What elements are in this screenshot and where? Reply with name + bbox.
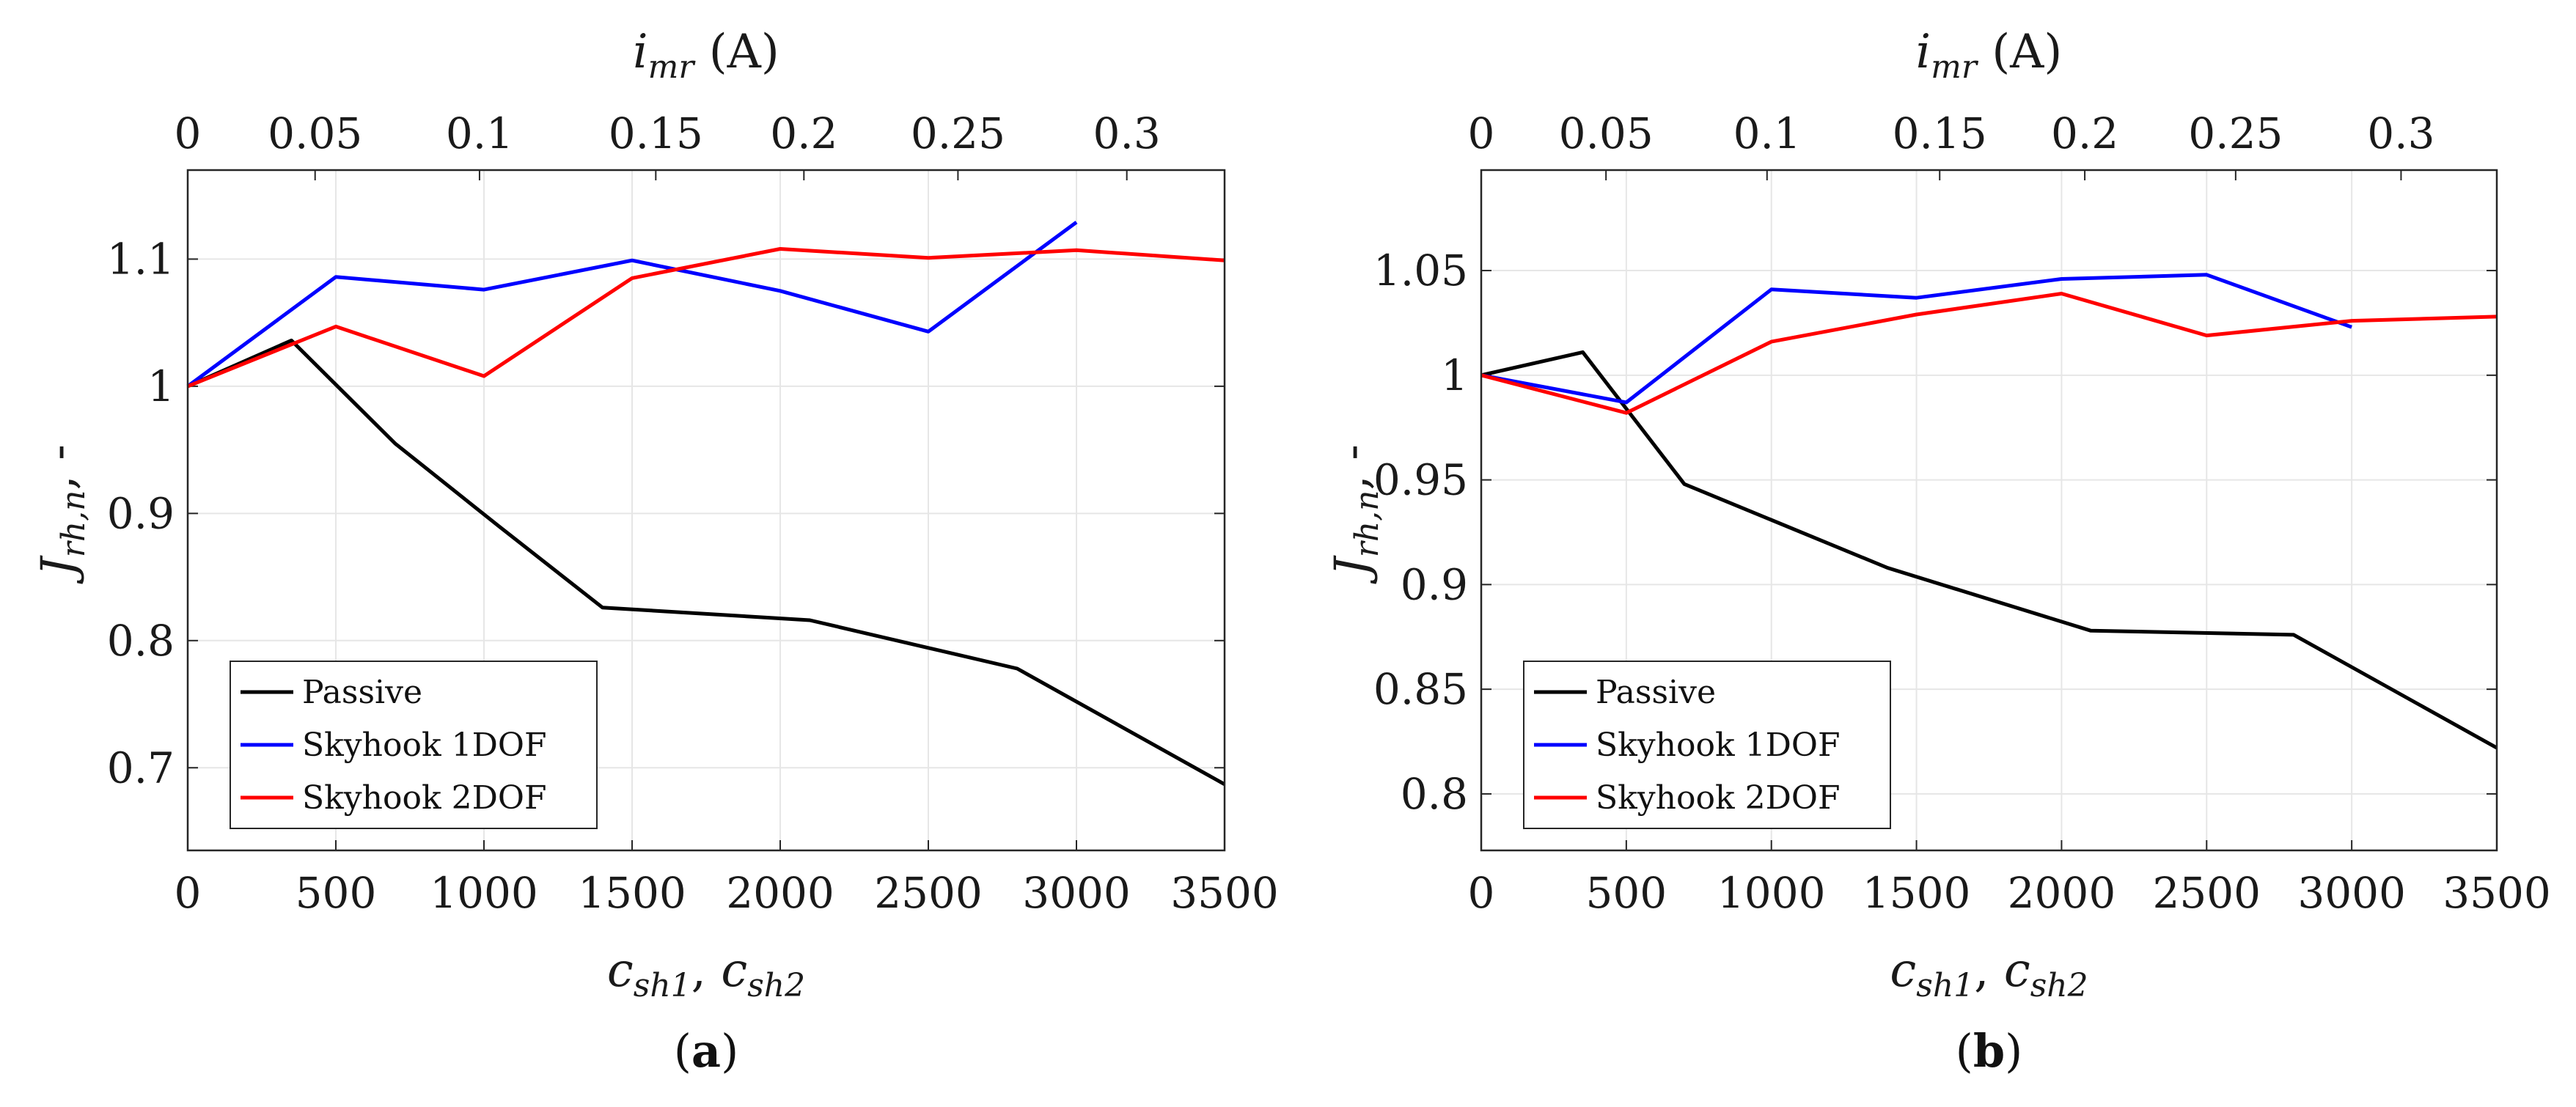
x-axis-title-base: c [2004, 944, 2030, 998]
x-axis-title-sub: sh2 [2030, 967, 2088, 1004]
x-tick-label: 0 [175, 868, 202, 918]
x-axis-title-base: c [721, 944, 747, 998]
x-tick-label: 2000 [726, 868, 834, 918]
x-axis-title-base: c [1890, 944, 1916, 998]
x-tick-label: 3500 [1170, 868, 1279, 918]
x-tick-label: 1000 [430, 868, 538, 918]
top-x-tick-label: 0 [1468, 109, 1495, 158]
x-tick-label: 500 [1585, 868, 1667, 918]
x-tick-label: 2500 [874, 868, 983, 918]
legend-entry-label: Skyhook 2DOF [1596, 779, 1841, 817]
top-axis-title: imr (A) [1916, 25, 2063, 86]
x-axis-title: csh1, csh2 [607, 944, 805, 1004]
caption-close: ) [2005, 1024, 2022, 1078]
top-x-tick-label: 0.25 [911, 109, 1005, 158]
series-line-passive [186, 338, 1226, 786]
x-tick-label: 2000 [2008, 868, 2116, 918]
top-x-tick-label: 0.3 [1093, 109, 1161, 158]
legend: Passive Skyhook 1DOF Skyhook 2DOF [1523, 661, 1891, 829]
top-x-tick-label: 0.2 [2051, 109, 2118, 158]
x-axis-title-sub: sh2 [747, 967, 805, 1004]
legend: Passive Skyhook 1DOF Skyhook 2DOF [230, 661, 598, 829]
caption-close: ) [721, 1024, 738, 1078]
y-tick-label: 0.85 [1373, 664, 1468, 714]
axes-box [1480, 169, 2498, 852]
top-x-tick-label: 0 [175, 109, 202, 158]
y-axis-title-suffix: , - [1325, 444, 1379, 490]
top-x-tick-label: 0.2 [770, 109, 837, 158]
top-axis-title-base: i [633, 25, 647, 79]
legend-entry-label: Skyhook 1DOF [1596, 727, 1841, 764]
caption-open: ( [1956, 1024, 1973, 1078]
top-axis-title-sub: mr [1931, 48, 1979, 86]
x-tick-label: 0 [1468, 868, 1495, 918]
y-tick-label: 1.05 [1373, 246, 1468, 295]
series-line-skyhook-2dof [1480, 292, 2498, 415]
y-axis-title: Jrh,n, - [1325, 444, 1386, 584]
y-tick-label: 1 [147, 361, 175, 411]
x-axis-title-sep: , [1974, 944, 2004, 998]
top-x-tick-label: 0.1 [446, 109, 513, 158]
top-axis-title-sub: mr [648, 48, 697, 86]
top-x-tick-label: 0.05 [1559, 109, 1654, 158]
y-tick-label: 0.9 [1401, 559, 1468, 609]
y-tick-label: 0.8 [1401, 769, 1468, 819]
x-tick-label: 1500 [578, 868, 686, 918]
legend-entry-label: Passive [302, 674, 422, 711]
caption-letter: a [691, 1024, 721, 1078]
y-axis-title-sub: rh,n [55, 490, 92, 557]
chart-panel-b: 0 500 1000 1500 2000 2500 3000 3500 0.8 0.85 0.9 0.… [1325, 25, 2551, 1078]
top-x-tick-label: 0.3 [2367, 109, 2434, 158]
top-x-tick-label: 0.15 [609, 109, 703, 158]
y-tick-label: 0.9 [107, 488, 175, 538]
x-tick-label: 3500 [2443, 868, 2551, 918]
x-axis-title: csh1, csh2 [1890, 944, 2088, 1004]
legend-entry-label: Skyhook 2DOF [302, 779, 547, 817]
y-tick-label: 1 [1441, 350, 1468, 400]
panel-caption: (b) [1956, 1024, 2023, 1078]
y-axis-title-suffix: , - [32, 444, 86, 490]
top-x-tick-label: 0.05 [268, 109, 362, 158]
caption-open: ( [674, 1024, 691, 1078]
chart-panel-a: 0 500 1000 1500 2000 2500 3000 3500 0.7 0.8 0.9 1 1.… [32, 25, 1279, 1078]
x-axis-title-sub: sh1 [634, 967, 691, 1004]
y-axis-title-sub: rh,n [1348, 490, 1386, 557]
y-tick-label: 0.95 [1373, 455, 1468, 505]
top-axis-title-unit: (A) [1977, 25, 2063, 79]
x-tick-label: 500 [296, 868, 377, 918]
legend-entry-label: Passive [1596, 674, 1716, 711]
top-axis-title-base: i [1916, 25, 1931, 79]
axes-box [186, 169, 1226, 852]
top-axis-title: imr (A) [633, 25, 779, 86]
x-axis-title-base: c [607, 944, 634, 998]
x-tick-label: 2500 [2152, 868, 2261, 918]
x-axis-title-sep: , [691, 944, 722, 998]
top-axis-title-unit: (A) [694, 25, 779, 79]
series-line-passive [1480, 350, 2498, 750]
top-x-tick-label: 0.1 [1733, 109, 1801, 158]
caption-letter: b [1973, 1024, 2005, 1078]
x-tick-label: 3000 [2297, 868, 2406, 918]
x-tick-label: 1500 [1863, 868, 1971, 918]
panel-caption: (a) [674, 1024, 739, 1078]
legend-entry-label: Skyhook 1DOF [302, 727, 547, 764]
series-line-skyhook-1dof [186, 221, 1078, 388]
y-tick-label: 1.1 [107, 234, 175, 284]
x-tick-label: 1000 [1717, 868, 1826, 918]
x-tick-label: 3000 [1022, 868, 1131, 918]
series-line-skyhook-1dof [1480, 273, 2352, 405]
series-line-skyhook-2dof [187, 247, 1225, 389]
top-x-tick-label: 0.25 [2188, 109, 2283, 158]
x-axis-title-sub: sh1 [1916, 967, 1974, 1004]
y-tick-label: 0.8 [107, 616, 175, 666]
y-tick-label: 0.7 [107, 743, 175, 792]
top-x-tick-label: 0.15 [1893, 109, 1987, 158]
